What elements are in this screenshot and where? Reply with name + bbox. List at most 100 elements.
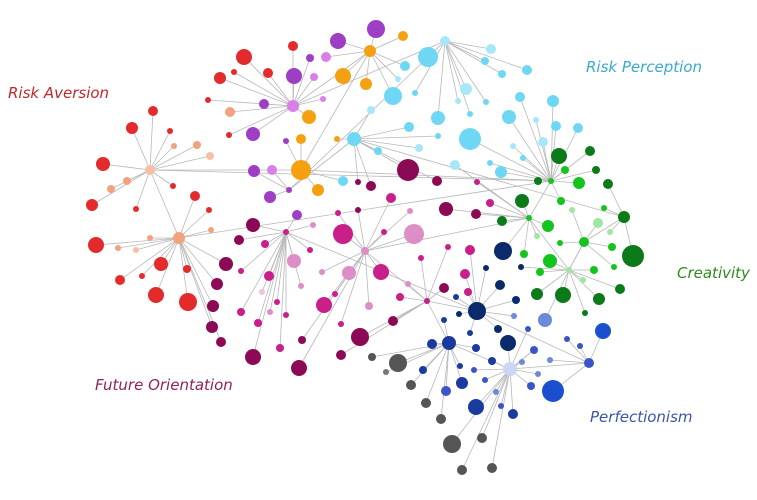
network-node [577, 343, 583, 349]
network-node [396, 293, 404, 301]
network-node [474, 179, 480, 185]
network-node [601, 205, 607, 211]
network-node [360, 78, 372, 90]
network-node [592, 166, 600, 174]
network-edge [340, 300, 428, 356]
network-node [404, 122, 414, 132]
network-node [590, 266, 598, 274]
network-node [179, 293, 197, 311]
network-edge [475, 213, 530, 219]
network-node [579, 237, 589, 247]
network-node [148, 287, 164, 303]
network-node [471, 367, 477, 373]
network-node [455, 98, 461, 104]
network-node [238, 268, 244, 274]
network-node [406, 380, 416, 390]
network-edge [353, 126, 410, 140]
label-future-orientation: Future Orientation [95, 376, 233, 394]
network-node [236, 49, 252, 65]
network-node [518, 264, 524, 270]
network-node [512, 296, 520, 304]
network-node [494, 242, 512, 260]
network-edge [444, 40, 471, 115]
network-node [264, 271, 274, 281]
network-node [465, 245, 475, 255]
network-edge [369, 50, 399, 80]
network-node [561, 166, 569, 174]
network-edge [425, 342, 450, 404]
network-node [557, 197, 565, 205]
network-edge [528, 217, 570, 271]
network-node [183, 265, 191, 273]
network-edge [269, 231, 287, 313]
network-node [453, 294, 459, 300]
network-node [88, 237, 104, 253]
network-edge [135, 169, 151, 210]
network-node [398, 31, 408, 41]
network-node [404, 224, 424, 244]
network-edge [364, 197, 392, 252]
network-node [292, 210, 302, 220]
network-node [245, 349, 261, 365]
network-node [520, 155, 526, 161]
network-node [126, 122, 138, 134]
network-node [298, 283, 304, 289]
network-node [374, 147, 382, 155]
network-node [534, 233, 540, 239]
network-edge [410, 342, 450, 386]
network-node [439, 283, 449, 293]
network-node [388, 316, 398, 326]
network-node [607, 229, 613, 235]
network-node [216, 337, 226, 347]
network-node [412, 90, 418, 96]
network-edge [149, 110, 154, 171]
network-edge [353, 138, 359, 183]
network-node [338, 176, 348, 186]
network-node [367, 20, 385, 38]
network-node [355, 207, 361, 213]
network-edge [267, 72, 294, 107]
network-node [386, 193, 396, 203]
network-node [330, 33, 346, 49]
network-node [333, 224, 353, 244]
network-node [533, 117, 539, 123]
network-node [535, 371, 541, 377]
network-node [482, 377, 488, 383]
network-edge [238, 231, 287, 241]
network-edge [444, 40, 459, 102]
network-node [287, 254, 301, 268]
network-node [234, 235, 244, 245]
network-node [495, 166, 507, 178]
network-node [495, 280, 505, 290]
network-edge [508, 116, 552, 182]
network-edge [264, 231, 287, 245]
network-edge [426, 300, 450, 344]
network-edge [500, 171, 552, 182]
network-edge [288, 40, 446, 191]
network-node [133, 247, 139, 253]
network-node [342, 266, 356, 280]
network-node [334, 136, 340, 142]
network-edge [252, 105, 294, 135]
network-node [457, 465, 467, 475]
network-node [310, 222, 316, 228]
network-node [508, 409, 518, 419]
network-edge [583, 216, 625, 243]
network-node [115, 245, 121, 251]
network-edge [369, 50, 406, 67]
network-node [435, 133, 441, 139]
network-node [368, 353, 376, 361]
network-edge [288, 138, 355, 191]
network-edge [444, 40, 492, 50]
network-node [608, 243, 616, 251]
network-node [573, 123, 583, 133]
network-node [291, 160, 311, 180]
network-edge [469, 138, 552, 182]
network-edge [102, 163, 151, 171]
network-node [319, 269, 325, 275]
network-node [483, 99, 489, 105]
network-edge [135, 237, 180, 251]
network-edge [448, 342, 511, 370]
network-node [261, 240, 269, 248]
network-node [307, 247, 313, 253]
